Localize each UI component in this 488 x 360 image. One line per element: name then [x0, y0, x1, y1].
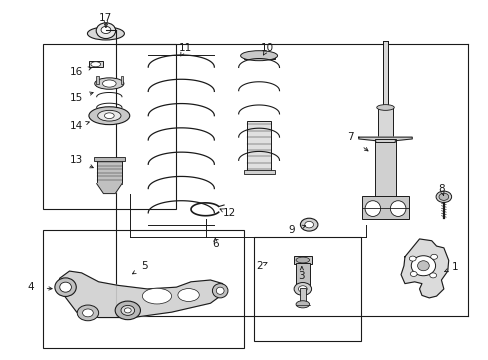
Bar — [243, 170, 274, 174]
Ellipse shape — [389, 201, 405, 216]
Bar — [42, 230, 244, 348]
Ellipse shape — [300, 218, 317, 231]
Bar — [243, 55, 274, 59]
Text: 16: 16 — [70, 67, 83, 77]
Text: 12: 12 — [222, 208, 235, 218]
Text: 13: 13 — [70, 155, 83, 165]
Ellipse shape — [429, 273, 436, 278]
Ellipse shape — [87, 27, 124, 40]
Ellipse shape — [104, 113, 114, 118]
Ellipse shape — [216, 287, 224, 294]
Ellipse shape — [121, 305, 134, 315]
Bar — [295, 263, 309, 287]
Ellipse shape — [101, 26, 111, 33]
Bar — [293, 256, 311, 264]
Ellipse shape — [304, 221, 313, 228]
Ellipse shape — [365, 201, 380, 216]
Ellipse shape — [124, 308, 131, 313]
Ellipse shape — [298, 286, 306, 292]
Bar — [94, 157, 124, 161]
Text: 4: 4 — [27, 282, 34, 292]
Text: 17: 17 — [99, 13, 112, 23]
Text: 1: 1 — [451, 262, 457, 272]
Text: 6: 6 — [212, 239, 218, 249]
Ellipse shape — [430, 254, 437, 259]
Ellipse shape — [438, 193, 448, 201]
Bar — [377, 108, 392, 139]
Ellipse shape — [240, 51, 277, 61]
Ellipse shape — [293, 283, 311, 296]
Polygon shape — [400, 239, 448, 298]
Text: 14: 14 — [70, 121, 83, 131]
Ellipse shape — [410, 256, 435, 276]
Bar — [120, 76, 123, 84]
Ellipse shape — [142, 288, 171, 304]
Ellipse shape — [408, 256, 415, 261]
Ellipse shape — [417, 261, 428, 271]
Bar — [254, 237, 361, 341]
Bar — [374, 139, 395, 202]
Text: 2: 2 — [255, 261, 262, 271]
Bar — [246, 121, 271, 173]
Bar — [299, 288, 305, 303]
Ellipse shape — [55, 278, 76, 296]
Text: 5: 5 — [141, 261, 148, 271]
Ellipse shape — [102, 80, 116, 87]
Polygon shape — [57, 271, 224, 318]
Ellipse shape — [60, 282, 71, 292]
Ellipse shape — [96, 23, 116, 39]
Text: 10: 10 — [261, 43, 274, 53]
Ellipse shape — [409, 271, 416, 276]
Ellipse shape — [98, 111, 121, 121]
Text: 8: 8 — [437, 184, 444, 194]
Ellipse shape — [376, 105, 393, 111]
Ellipse shape — [178, 289, 199, 301]
Ellipse shape — [89, 107, 129, 125]
Ellipse shape — [91, 62, 101, 67]
Ellipse shape — [115, 301, 140, 320]
Ellipse shape — [82, 309, 93, 317]
Text: 9: 9 — [288, 225, 295, 235]
Bar — [362, 196, 408, 219]
Polygon shape — [97, 184, 122, 194]
Ellipse shape — [95, 78, 123, 89]
Ellipse shape — [435, 191, 451, 203]
Bar — [382, 41, 387, 109]
Ellipse shape — [212, 284, 227, 298]
Bar — [42, 44, 176, 208]
Text: 15: 15 — [70, 93, 83, 103]
Ellipse shape — [295, 301, 309, 308]
Polygon shape — [358, 137, 411, 143]
Bar — [96, 76, 99, 84]
Text: 11: 11 — [178, 43, 191, 53]
Text: 7: 7 — [346, 132, 353, 142]
Ellipse shape — [295, 257, 309, 263]
Text: 3: 3 — [298, 271, 305, 281]
Ellipse shape — [77, 305, 99, 321]
Bar — [97, 160, 122, 184]
Bar — [89, 61, 102, 67]
